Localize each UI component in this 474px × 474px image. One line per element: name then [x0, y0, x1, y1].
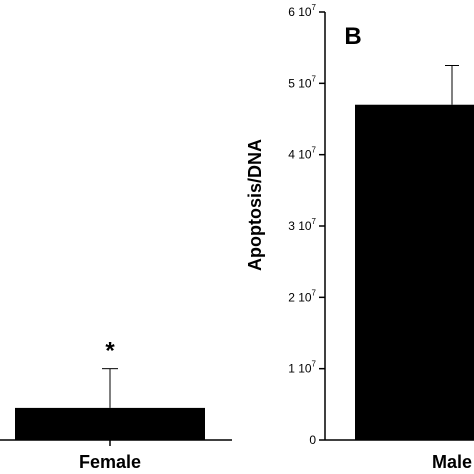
y-axis-label: Apoptosis/DNA — [245, 139, 265, 271]
y-tick-label: 6 107 — [288, 3, 316, 19]
panel-b-male: B Apoptosis/DNA 0 1 107 2 107 3 107 4 107 5 1… — [245, 3, 474, 472]
x-tick-label-female: Female — [79, 452, 141, 472]
panel-a-female: * Female — [0, 338, 232, 472]
y-tick-label: 0 — [309, 433, 316, 447]
bar-male — [355, 104, 474, 440]
significance-marker: * — [105, 338, 115, 365]
x-tick-label-male: Male — [432, 452, 472, 472]
y-tick-label: 1 107 — [288, 360, 316, 376]
y-tick-label: 4 107 — [288, 146, 316, 162]
bar-female — [15, 407, 205, 440]
y-ticks: 0 1 107 2 107 3 107 4 107 5 107 6 107 — [288, 3, 325, 447]
y-tick-label: 3 107 — [288, 217, 316, 233]
y-tick-label: 5 107 — [288, 74, 316, 90]
y-tick-label: 2 107 — [288, 288, 316, 304]
panel-letter: B — [344, 23, 361, 50]
